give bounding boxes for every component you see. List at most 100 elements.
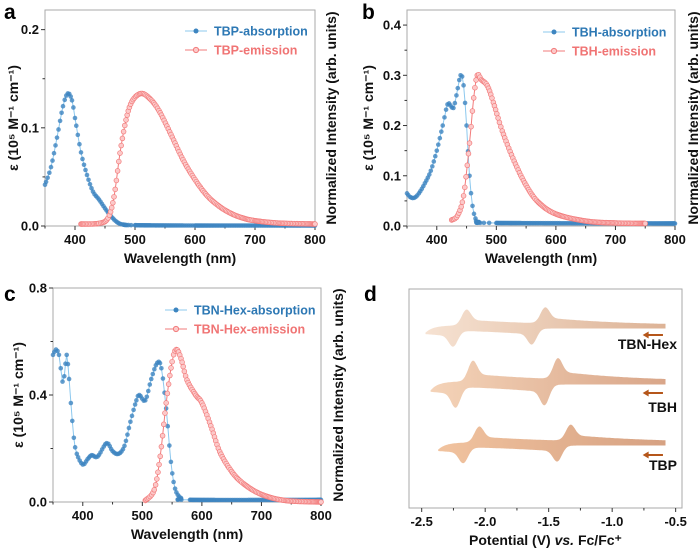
- plot-frame: [406, 9, 676, 227]
- cv-trace-area: [438, 424, 666, 464]
- data-point: [111, 194, 117, 200]
- data-point: [168, 459, 174, 465]
- data-point: [134, 398, 139, 403]
- panel-a: 400 500 600 700 800 0.0 0.1 0.2 Wavelength (nm) ε…: [5, 9, 339, 266]
- data-point: [168, 365, 174, 371]
- x-axis-title: Wavelength (nm): [485, 250, 597, 266]
- x-tick-label: 700: [605, 232, 627, 247]
- data-point: [466, 140, 473, 146]
- legend-label: TBP-emission: [214, 44, 297, 58]
- data-point: [68, 94, 74, 99]
- legend-marker: [172, 325, 180, 333]
- cv-trace-label: TBP: [649, 457, 677, 473]
- panel-letter-a: a: [4, 1, 16, 24]
- legend-marker: [193, 28, 199, 34]
- data-point: [430, 164, 435, 169]
- panel-letter-c: c: [4, 283, 16, 306]
- data-point: [165, 423, 171, 429]
- data-point: [43, 179, 49, 185]
- legend-item: TBP-absorption: [185, 25, 308, 39]
- panel-c: 400 500 600 700 800 0.0 0.4 0.8 Wavelength (nm) ε…: [10, 281, 346, 543]
- x-tick-label: 400: [426, 232, 448, 247]
- series-line: [44, 92, 315, 226]
- data-point: [131, 407, 136, 413]
- data-point: [442, 115, 447, 120]
- data-point: [56, 352, 62, 358]
- data-point: [156, 461, 162, 468]
- data-point: [471, 211, 477, 217]
- data-point: [48, 164, 54, 170]
- data-point: [465, 150, 472, 157]
- data-point: [71, 105, 76, 110]
- data-point: [50, 158, 55, 163]
- cv-trace-label: TBH: [648, 399, 677, 415]
- data-point: [464, 123, 469, 128]
- data-point: [84, 172, 90, 178]
- data-point: [73, 123, 79, 128]
- y-tick-label: 0.8: [29, 281, 47, 296]
- data-point: [147, 382, 153, 387]
- legend-label: TBN-Hex-emission: [194, 323, 305, 337]
- data-point: [158, 443, 165, 450]
- y-axis-right-title: Normalized Intensity (arb. units): [323, 11, 339, 224]
- x-tick-label: -2.5: [410, 514, 432, 529]
- plot-frame: [52, 287, 322, 503]
- data-point: [53, 143, 58, 148]
- data-point: [439, 129, 444, 134]
- data-point: [455, 85, 461, 91]
- data-point: [459, 199, 466, 205]
- data-point: [672, 221, 678, 226]
- legend-label: TBH-absorption: [572, 26, 666, 40]
- data-point: [81, 162, 87, 168]
- cv-trace-label: TBN-Hex: [618, 336, 677, 352]
- x-tick-label: -2.0: [474, 514, 496, 529]
- data-point: [58, 365, 64, 371]
- series-line: [81, 93, 315, 225]
- y-axis-right-title: Normalized Intensity (arb. units): [330, 288, 346, 501]
- data-point: [179, 359, 185, 366]
- cv-trace-TBN-Hex: TBN-Hex: [425, 307, 677, 352]
- data-point: [64, 352, 69, 358]
- x-tick-label: 500: [131, 508, 153, 523]
- data-point: [108, 204, 115, 211]
- x-tick-label: -1.5: [537, 514, 559, 529]
- data-point: [470, 95, 477, 101]
- data-point: [434, 148, 440, 153]
- data-point: [110, 200, 116, 206]
- data-point: [59, 110, 64, 116]
- data-point: [477, 220, 483, 226]
- data-point: [54, 135, 60, 140]
- x-axis-title: Wavelength (nm): [124, 250, 236, 266]
- x-tick-label: -0.5: [664, 514, 686, 529]
- series-TBH-emission: [448, 71, 648, 227]
- data-point: [75, 132, 81, 138]
- data-point: [443, 107, 449, 112]
- data-point: [180, 363, 186, 370]
- data-point: [157, 453, 163, 460]
- data-point: [165, 381, 172, 387]
- data-point: [57, 118, 63, 124]
- data-point: [72, 445, 78, 450]
- data-point: [451, 105, 456, 111]
- data-point: [116, 158, 122, 165]
- data-point: [459, 74, 465, 79]
- data-point: [159, 365, 164, 371]
- data-point: [427, 172, 432, 177]
- data-point: [432, 153, 438, 159]
- data-point: [66, 376, 72, 382]
- data-point: [452, 100, 458, 106]
- data-point: [151, 487, 157, 493]
- data-point: [318, 499, 324, 505]
- arrow-head-icon: [642, 331, 649, 339]
- data-point: [51, 150, 57, 156]
- x-tick-label: 700: [251, 508, 273, 523]
- data-point: [154, 476, 160, 482]
- data-point: [71, 435, 77, 441]
- cv-trace-area: [430, 358, 666, 408]
- data-point: [468, 123, 474, 130]
- data-point: [172, 486, 178, 491]
- x-tick-label: 600: [191, 508, 213, 523]
- y-tick-label: 0.0: [29, 495, 47, 510]
- data-point: [468, 190, 474, 196]
- x-axis-title: Potential (V) vs. Fc/Fc⁺: [469, 532, 622, 548]
